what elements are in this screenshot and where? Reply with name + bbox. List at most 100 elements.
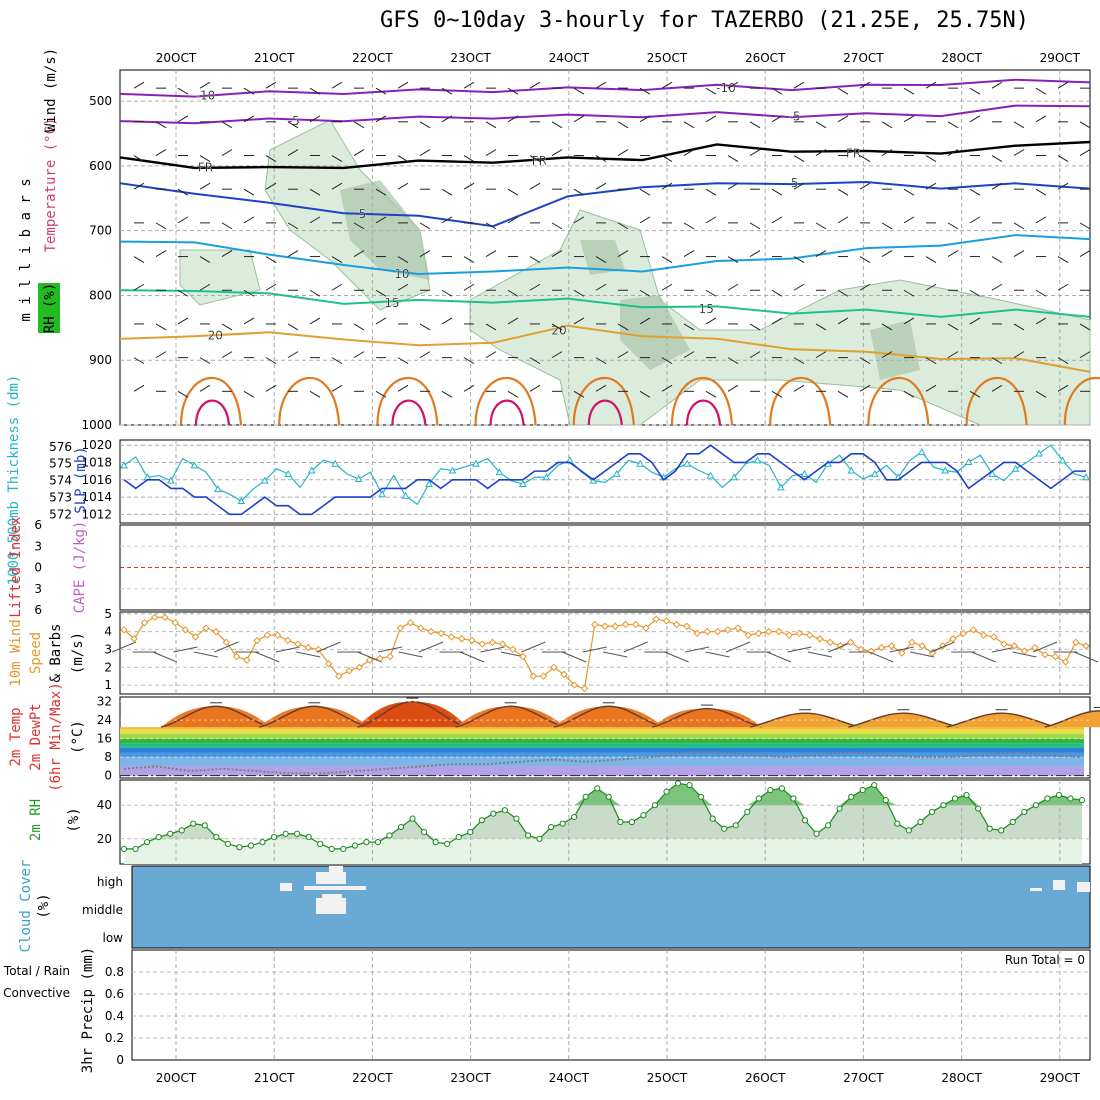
surface-heat-contour [670,377,734,426]
wind-barb [463,182,475,190]
wind10m-point [724,626,732,634]
rh-point [709,815,716,822]
wind10m-point [263,631,271,639]
wind-barb [837,216,849,224]
chart-title: GFS 0~10day 3-hourly for TAZERBO (21.25E… [380,8,1030,33]
wind-barb [353,323,365,331]
wind-barb [661,182,673,190]
rh-point [259,839,266,846]
wind10m-point [447,633,456,641]
wind-barb [507,216,519,224]
wind-barb [991,384,1003,392]
wind-barb [177,115,189,123]
rh-point [790,795,797,802]
wind-barb [925,155,937,162]
upper-ytick-label: 600 [89,159,112,173]
wind10m-point [437,629,445,638]
wind-barb [925,81,937,89]
isotherm-label-15: 15 [384,296,399,310]
temp-band [120,727,1084,730]
wind10m-point [836,642,845,650]
wind10m-point [672,620,681,629]
wind-barb [1057,155,1069,162]
wind-barb [177,216,189,224]
rh-point [975,805,982,812]
wind-barb [881,121,893,129]
rh-point [628,818,635,826]
wind-barb [793,384,805,392]
li-tick-label: 6 [34,518,42,532]
wind-barb [947,351,959,359]
wind10m-point [785,631,793,639]
thickness-point [941,466,950,474]
wind-barb [859,283,871,291]
precip-panel-frame [131,949,1091,1061]
wind-barb [661,283,673,291]
wind-barb [1057,357,1069,365]
wind-barb [441,390,453,398]
wind-barb [309,289,321,297]
rh-point [224,840,231,847]
wind-barb [375,188,387,196]
wind-barb [573,216,585,224]
rh-point [132,845,139,852]
temp-band [120,757,1084,767]
precip-legend-total: Total / Rain [3,964,70,978]
wind10m-point [253,636,261,645]
thickness-point [730,473,738,481]
wind-barb [683,351,695,359]
wind-barb [991,81,1003,89]
rh-point [374,839,382,846]
cloud-gap-5 [322,894,342,900]
rh-point [674,780,682,787]
wind-barb [639,87,651,95]
thickness-point [260,476,269,484]
cape-ylabel: CAPE (J/kg) [72,521,88,614]
isotherm-10 [119,234,1091,276]
wind10m-point [744,631,752,639]
wind-barb [177,390,189,398]
upper-ylabel: m i l l i b a r s [18,178,34,321]
wind10m-point [243,656,251,664]
wind-barb [573,115,585,123]
wind10m-point [560,670,568,679]
wind-barb [947,323,959,331]
date-label-top: 23OCT [450,51,491,65]
wind-barb [947,222,959,230]
rh-point [467,828,474,836]
temp-hump-band [259,706,370,728]
rh-tick-label: 40 [97,798,112,812]
wind-barb [375,390,387,398]
wind-barb [837,115,849,123]
wind-tick-label: 1 [104,678,112,692]
rh-point [386,832,393,839]
rh-point [859,786,866,794]
wind10m-point [713,627,722,636]
rh-shade-2 [469,209,1091,426]
wind10m-barb [214,641,239,653]
rh-point [871,781,878,789]
wind-barb [441,188,453,196]
temp-line [553,705,664,728]
wind-barb [551,222,563,230]
wind-barb [595,182,607,190]
wind-barb [133,384,145,392]
wind10m-barb [930,641,955,653]
wind10m-point [765,627,773,636]
wind-barb [243,115,255,123]
wind-barb [419,250,431,257]
wind10m-barb [111,641,137,653]
cloud-panel-frame [131,865,1091,949]
cloud-ylabel: Cloud Cover [18,860,34,953]
slp-ylabel: SLP (mb) [73,446,89,513]
rh-point [998,827,1005,834]
wind-barb [617,149,629,156]
date-label-top: 22OCT [352,51,393,65]
wind-barb [221,222,233,230]
cloud-gap-8 [1077,882,1090,892]
wind-barb [947,149,959,156]
date-label-top: 29OCT [1040,51,1081,65]
wind-barb [573,188,585,196]
wind-barb [727,283,739,291]
